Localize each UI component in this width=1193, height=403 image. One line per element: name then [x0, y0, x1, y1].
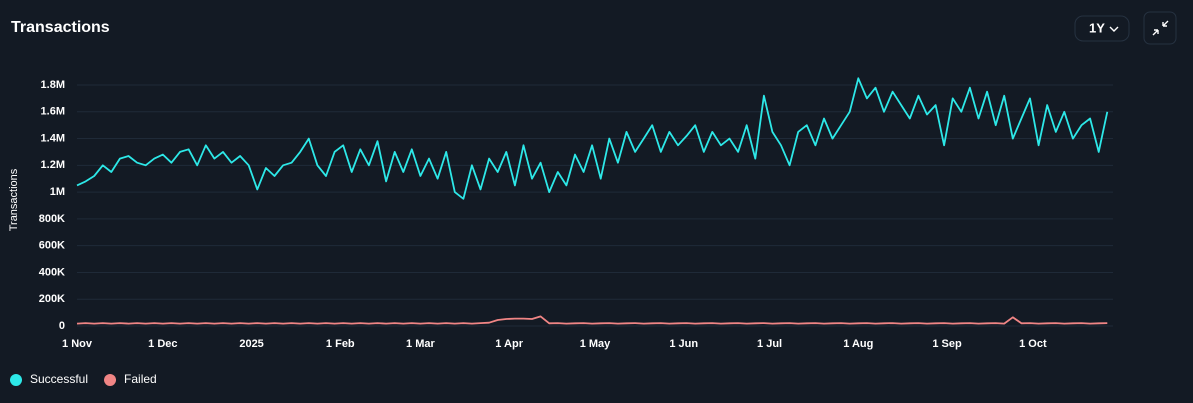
x-tick-label: 1 Sep	[932, 338, 962, 350]
y-tick-label: 1.4M	[41, 132, 65, 144]
y-axis-label: Transactions	[8, 168, 20, 231]
range-label: 1Y	[1089, 20, 1105, 35]
x-tick-label: 1 Aug	[843, 338, 873, 350]
y-tick-label: 0	[59, 320, 65, 332]
x-tick-label: 2025	[239, 338, 263, 350]
y-tick-label: 1.8M	[41, 79, 65, 91]
legend-label: Successful	[30, 372, 88, 386]
legend-label: Failed	[124, 372, 157, 386]
x-tick-label: 1 Dec	[148, 338, 177, 350]
collapse-icon	[1152, 20, 1169, 36]
series-line	[76, 315, 1108, 325]
y-tick-label: 600K	[39, 240, 65, 252]
collapse-frame[interactable]	[1143, 11, 1177, 45]
legend-item[interactable]: Failed	[104, 372, 157, 386]
range-button[interactable]	[1074, 15, 1130, 42]
x-tick-label: 1 Apr	[495, 338, 523, 350]
x-tick-label: 1 May	[580, 338, 611, 350]
y-tick-label: 400K	[39, 266, 65, 278]
x-tick-label: 1 Nov	[62, 338, 93, 350]
collapse-button[interactable]	[1143, 11, 1177, 45]
y-tick-label: 200K	[39, 293, 65, 305]
x-tick-label: 1 Jul	[757, 338, 782, 350]
x-tick-label: 1 Oct	[1019, 338, 1047, 350]
x-tick-label: 1 Jun	[669, 338, 698, 350]
y-tick-label: 800K	[39, 213, 65, 225]
y-tick-label: 1.2M	[41, 159, 65, 171]
chart-title: Transactions	[11, 19, 110, 36]
y-tick-label: 1M	[50, 186, 65, 198]
x-tick-label: 1 Feb	[326, 338, 355, 350]
series-line	[76, 77, 1109, 200]
dropdown-arrow	[1109, 26, 1119, 32]
range-dropdown[interactable]: 1Y	[1074, 15, 1130, 42]
legend-marker	[10, 374, 22, 386]
legend-item[interactable]: Successful	[10, 372, 88, 386]
y-tick-label: 1.6M	[41, 106, 65, 118]
x-tick-label: 1 Mar	[406, 338, 435, 350]
legend-marker	[104, 374, 117, 386]
